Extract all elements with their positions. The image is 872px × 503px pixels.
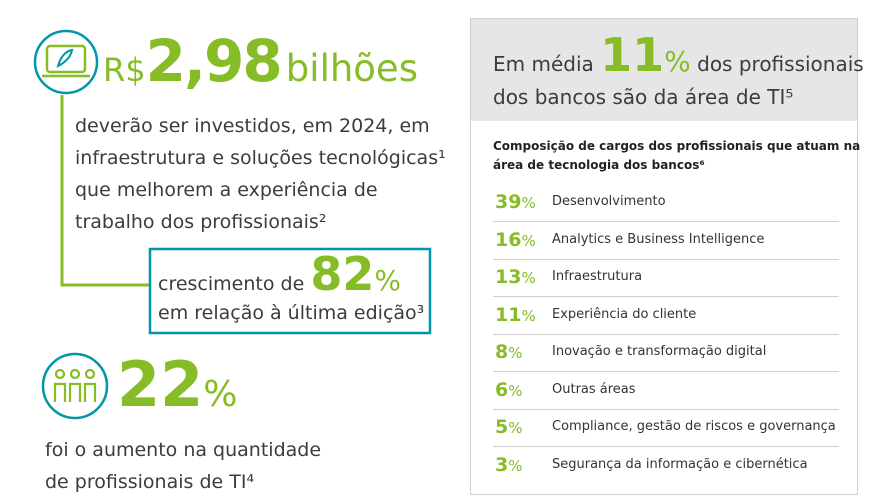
row-label: Segurança da informação e cibernética [552, 456, 808, 472]
row-value: 8% [495, 341, 523, 363]
row-unit: % [521, 231, 536, 250]
role-row: 8% Inovação e transformação digital [493, 334, 839, 371]
icon-circle [33, 29, 99, 95]
row-label: Desenvolvimento [552, 194, 666, 209]
investment-text: deverão ser investidos, em 2024, em infra… [75, 110, 446, 238]
text-line: área de tecnologia dos bancos⁶ [493, 158, 705, 172]
text-line: de profissionais de TI⁴ [45, 471, 255, 493]
decor [33, 29, 432, 420]
row-unit: % [508, 456, 523, 475]
text-line: foi o aumento na quantidade [45, 439, 322, 461]
growth-box [148, 247, 432, 335]
row-separator [493, 296, 839, 297]
row-value: 39% [495, 191, 536, 213]
icon-circle [41, 352, 109, 420]
rocket-icon [56, 48, 74, 68]
growth-text: crescimento de 82% [158, 251, 401, 304]
row-separator [493, 408, 839, 410]
role-row: 11% Experiência do cliente [493, 297, 839, 334]
amount: 2,98 [145, 27, 283, 95]
text-line: que melhorem a experiência de [75, 179, 378, 201]
growth-value: 82 [310, 247, 375, 301]
role-row: 6% Outras áreas [493, 372, 839, 409]
role-row: 3% Segurança da informação e cibernética [493, 447, 839, 484]
row-value: 6% [495, 379, 523, 401]
row-unit: % [508, 344, 523, 362]
text-line: infraestrutura e soluções tecnológicas¹ [75, 147, 446, 169]
header-before: Em média [493, 52, 594, 76]
investment-headline: R$2,98 bilhões [103, 30, 418, 107]
text-line: Composição de cargos dos profissionais q… [493, 139, 861, 153]
row-label: Experiência do cliente [552, 306, 697, 322]
growth-before: crescimento de [158, 273, 305, 295]
role-row: 13% Infraestrutura [493, 259, 839, 296]
row-label: Inovação e transformação digital [552, 344, 767, 359]
row-number: 6 [495, 378, 509, 401]
row-value: 3% [495, 454, 523, 476]
row-value: 11% [495, 304, 536, 326]
row-unit: % [521, 194, 536, 212]
panel-subtitle: Composição de cargos dos profissionais q… [493, 137, 860, 175]
row-unit: % [508, 381, 523, 400]
row-unit: % [508, 419, 523, 437]
row-value: 5% [495, 416, 523, 438]
role-row: 5% Compliance, gestão de riscos e governa… [493, 409, 839, 446]
row-separator [493, 333, 839, 335]
row-unit: % [521, 269, 536, 287]
row-number: 3 [495, 453, 509, 476]
row-number: 5 [495, 416, 509, 438]
prefix: R$ [103, 51, 146, 89]
row-value: 13% [495, 266, 536, 288]
headcount-value: 22 [117, 348, 204, 421]
row-label: Outras áreas [552, 381, 636, 397]
row-separator [493, 221, 839, 222]
text-line: trabalho dos profissionais² [75, 211, 327, 233]
people-icon [53, 368, 97, 402]
row-number: 39 [495, 191, 522, 213]
panel-header-line2: dos bancos são da área de TI⁵ [493, 85, 794, 109]
header-value: 11 [600, 28, 665, 82]
laptop-icon [45, 44, 87, 74]
row-separator [493, 371, 839, 372]
growth-unit: % [374, 264, 401, 297]
panel-header-line1: Em média 11% dos profissionais [493, 32, 864, 86]
headcount-text: foi o aumento na quantidade de profission… [45, 434, 321, 498]
row-label: Infraestrutura [552, 269, 643, 284]
headcount-headline: 22% [117, 350, 238, 436]
connector [60, 95, 150, 287]
row-separator [493, 446, 839, 447]
text-line: deverão ser investidos, em 2024, em [75, 115, 430, 137]
role-row: 39% Desenvolvimento [493, 184, 839, 221]
row-separator [493, 258, 839, 260]
row-number: 11 [495, 303, 522, 326]
row-label: Compliance, gestão de riscos e governanç… [552, 419, 836, 434]
row-number: 8 [495, 341, 509, 363]
unit: bilhões [285, 47, 418, 90]
growth-after: em relação à última edição³ [158, 302, 425, 324]
row-unit: % [521, 306, 536, 325]
header-after: dos profissionais [697, 52, 864, 76]
row-number: 13 [495, 266, 522, 288]
row-value: 16% [495, 229, 536, 251]
headcount-unit: % [203, 374, 238, 415]
row-label: Analytics e Business Intelligence [552, 231, 765, 247]
role-row: 16% Analytics e Business Intelligence [493, 222, 839, 259]
panel [470, 18, 858, 495]
row-number: 16 [495, 228, 522, 251]
header-unit: % [664, 45, 691, 78]
panel-header [471, 19, 857, 121]
